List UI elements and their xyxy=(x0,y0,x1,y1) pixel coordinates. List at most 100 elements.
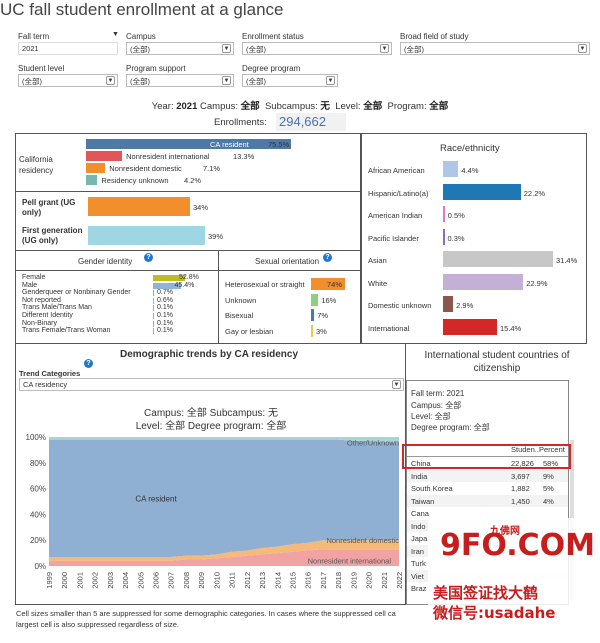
race-label: Asian xyxy=(368,256,387,265)
pell-bar[interactable] xyxy=(88,197,190,216)
trends-subtitle-2: Level: 全部 Degree program: 全部 xyxy=(135,421,287,432)
degree-program-select[interactable]: (全部) ▼ xyxy=(242,74,338,87)
gender-bar[interactable] xyxy=(153,320,154,327)
gender-bar[interactable] xyxy=(153,297,154,304)
residency-bar-value: 7.1% xyxy=(203,164,221,173)
info-icon[interactable]: ? xyxy=(323,253,332,262)
fall-term-dropdown-icon[interactable]: ▼ xyxy=(112,31,119,38)
trends-subtitle-1: Campus: 全部 Subcampus: 无 xyxy=(144,408,278,419)
info-icon[interactable]: ? xyxy=(144,253,153,262)
table-row[interactable]: China 22,826 58% xyxy=(407,457,568,470)
x-tick-label: 2011 xyxy=(228,572,237,588)
gender-bar[interactable] xyxy=(153,328,154,335)
chevron-down-icon: ▼ xyxy=(380,44,389,53)
residency-bar[interactable] xyxy=(86,139,291,149)
fall-term-label: Fall term xyxy=(18,32,50,41)
subcampus-label: Subcampus: xyxy=(264,101,318,112)
enrollments-label: Enrollments: xyxy=(214,117,267,128)
table-row[interactable]: India 3,697 9% xyxy=(407,469,568,482)
table-row[interactable]: Japa xyxy=(407,532,568,545)
enrollment-status-select[interactable]: (全部) ▼ xyxy=(242,42,392,55)
orientation-value: 7% xyxy=(317,311,329,320)
gender-bar[interactable] xyxy=(153,290,154,297)
race-value: 15.4% xyxy=(499,323,522,333)
info-icon[interactable]: ? xyxy=(84,359,93,368)
student-level-select[interactable]: (全部) ▼ xyxy=(18,74,118,87)
race-bar[interactable] xyxy=(443,228,445,245)
student-level-value: (全部) xyxy=(22,77,42,86)
race-bar[interactable] xyxy=(443,161,459,177)
residency-bar-label: Residency unknown xyxy=(101,176,169,185)
campus-summary-value: 全部 xyxy=(240,101,260,112)
orientation-bar[interactable] xyxy=(311,309,315,321)
y-tick-label: 20% xyxy=(30,536,46,545)
residency-bar[interactable] xyxy=(86,163,106,173)
residency-bar-label: Nonresident domestic xyxy=(109,164,182,173)
gender-bar[interactable] xyxy=(153,282,181,289)
race-bar[interactable] xyxy=(443,273,524,290)
race-value: 0.5% xyxy=(447,211,465,220)
race-title: Race/ethnicity xyxy=(440,143,500,154)
race-panel: Race/ethnicity African American 4.4% Hispa… xyxy=(361,133,587,344)
trend-categories-select[interactable]: CA residency ▼ xyxy=(19,378,404,391)
orientation-bar[interactable] xyxy=(311,324,313,337)
trends-panel: Demographic trends by CA residency ? Tre… xyxy=(15,344,406,605)
orientation-value: 16% xyxy=(321,295,337,305)
x-tick-label: 2021 xyxy=(380,572,389,589)
orientation-bar[interactable] xyxy=(311,293,319,306)
orientation-bar[interactable] xyxy=(311,278,345,290)
orientation-value: 3% xyxy=(316,326,327,336)
residency-bar[interactable] xyxy=(86,175,98,185)
pell-label: Pell grant (UG only) xyxy=(22,198,76,217)
x-tick-label: 2013 xyxy=(258,572,267,589)
broad-field-select[interactable]: (全部) ▼ xyxy=(400,42,590,55)
level-label: Level: xyxy=(335,101,361,112)
area-nonresident-domestic xyxy=(49,540,399,561)
residency-bar-label: CA resident xyxy=(210,140,249,149)
watermark-line-2: 微信号:usadahe xyxy=(433,604,556,622)
race-bar[interactable] xyxy=(443,183,521,200)
y-tick-label: 40% xyxy=(30,510,46,519)
race-bar[interactable] xyxy=(443,318,497,335)
fall-term-value: 2021 xyxy=(22,44,39,53)
campus-select[interactable]: (全部) ▼ xyxy=(126,42,234,55)
enrollment-status-value: (全部) xyxy=(246,45,266,54)
col-header-percent[interactable]: Percent xyxy=(539,445,565,454)
gender-value: 0.1% xyxy=(157,304,173,312)
series-label-intl: Nonresident international xyxy=(308,556,392,565)
pell-firstgen-panel: Pell grant (UG only) 34% First generatio… xyxy=(15,192,361,251)
first-gen-bar[interactable] xyxy=(88,226,205,245)
gender-bar[interactable] xyxy=(153,313,154,319)
table-row[interactable]: Cana xyxy=(407,507,568,520)
year-label: Year: xyxy=(151,101,174,112)
residency-bar-value: 4.2% xyxy=(184,176,202,185)
gender-panel: Gender identity ? Female 52.8% Male 45.4% Ge… xyxy=(15,251,219,344)
table-row[interactable]: Braz xyxy=(407,582,568,595)
gender-bar[interactable] xyxy=(153,275,185,281)
country-name: Japa xyxy=(411,534,428,543)
watermark-bg xyxy=(428,518,600,643)
program-support-select[interactable]: (全部) ▼ xyxy=(126,74,234,87)
program-support-label: Program support xyxy=(126,64,186,73)
orientation-panel: Sexual orientation ? Heterosexual or str… xyxy=(219,251,361,344)
x-tick-label: 2018 xyxy=(334,572,343,589)
race-bar[interactable] xyxy=(443,206,445,222)
residency-bar[interactable] xyxy=(86,151,123,161)
race-label: African American xyxy=(368,166,425,175)
x-tick-label: 2015 xyxy=(288,572,297,589)
area-nonresident-international xyxy=(49,549,399,566)
campus-label: Campus xyxy=(126,32,156,41)
race-label: White xyxy=(368,278,388,288)
fall-term-select[interactable]: 2021 xyxy=(18,42,118,55)
gender-bar[interactable] xyxy=(153,305,154,312)
x-tick-label: 2007 xyxy=(167,572,176,589)
area-other-unknown xyxy=(49,437,399,443)
race-bar[interactable] xyxy=(443,296,454,312)
race-bar[interactable] xyxy=(443,251,553,267)
table-row[interactable]: Turk xyxy=(407,557,568,570)
gender-label: Non-Binary xyxy=(22,319,58,327)
table-row[interactable]: South Korea 1,882 5% xyxy=(407,482,568,495)
table-row[interactable]: Taiwan 1,450 4% xyxy=(407,494,568,507)
chevron-down-icon: ▼ xyxy=(222,76,231,85)
col-header-students[interactable]: Studen.. xyxy=(511,445,539,454)
